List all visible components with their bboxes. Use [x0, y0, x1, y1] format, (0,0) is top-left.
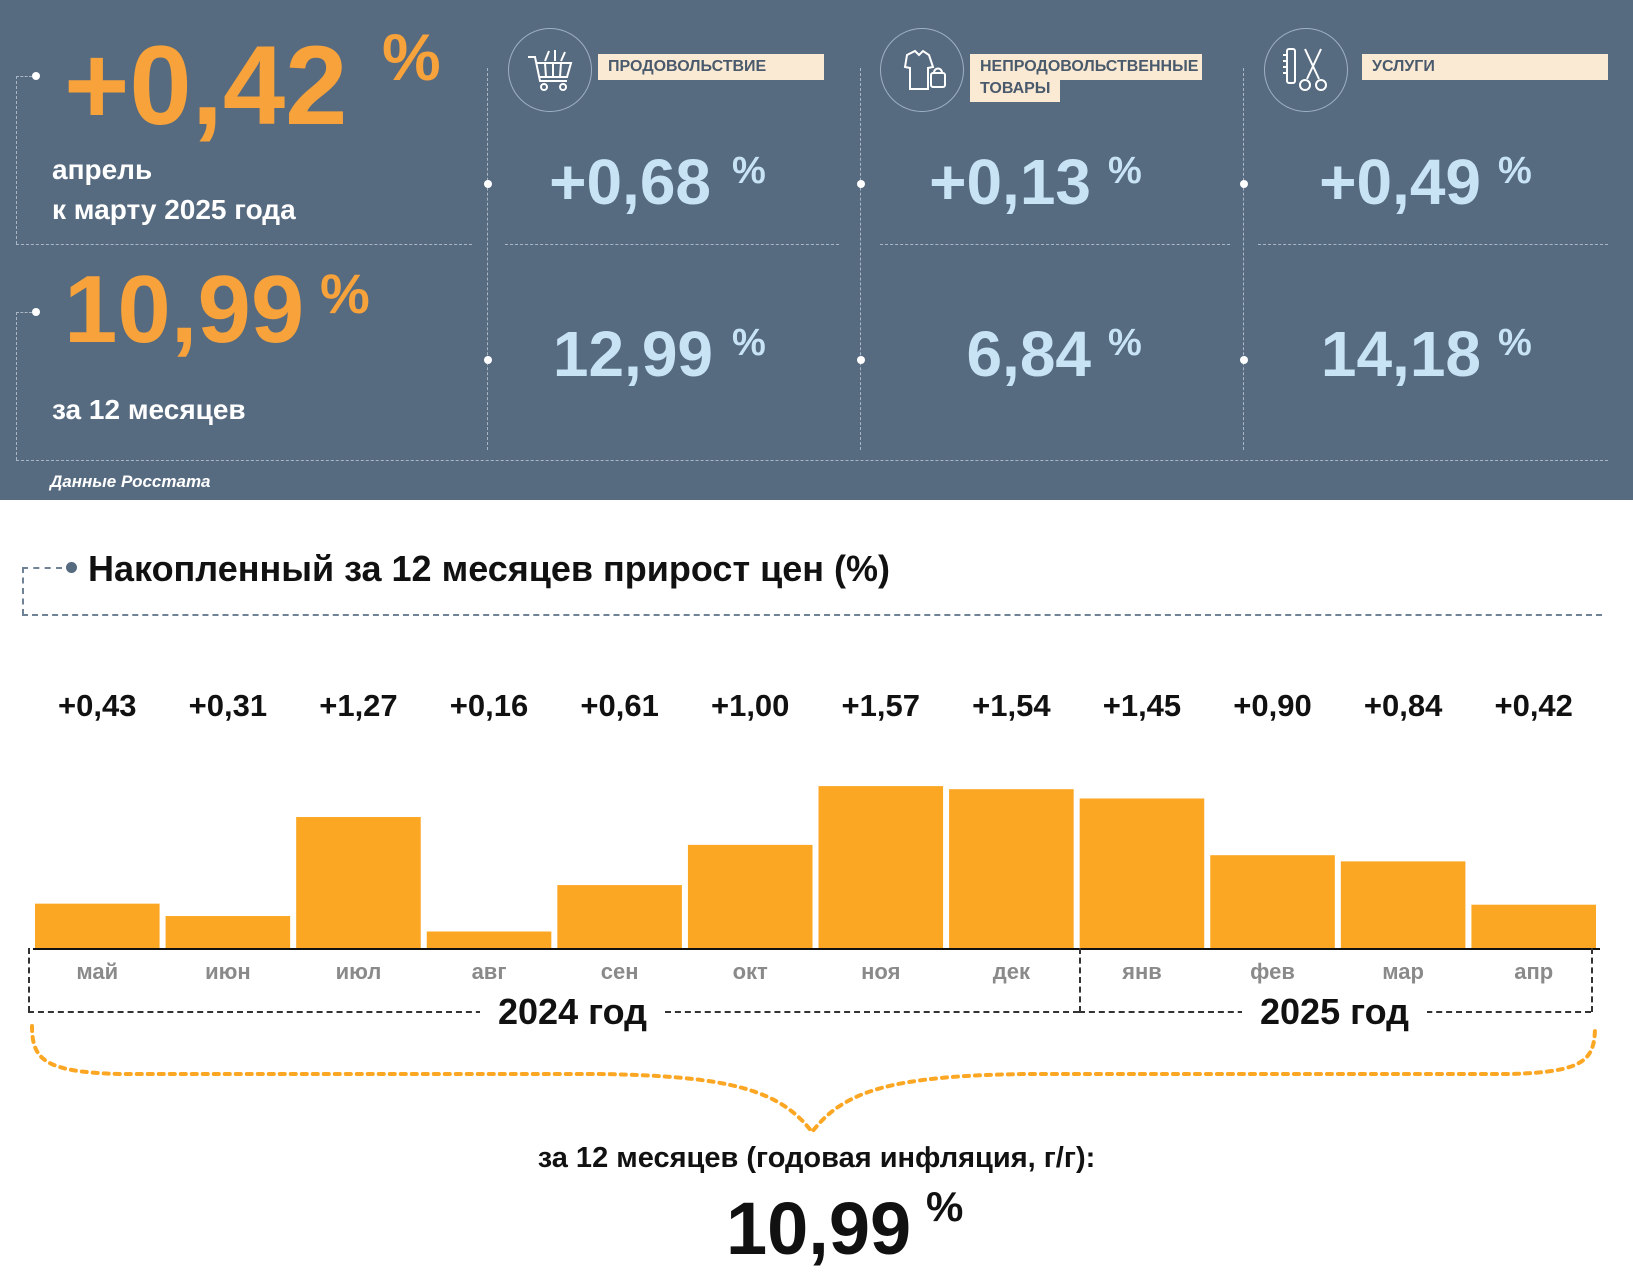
bracket-divider	[1079, 948, 1081, 1012]
headline-monthly-caption-line1: апрель	[52, 154, 153, 185]
divider	[880, 244, 1230, 245]
year-2025-label: 2025 год	[1242, 990, 1427, 1034]
divider	[16, 312, 17, 460]
divider	[505, 244, 839, 245]
food-monthly-value: +0,68	[549, 146, 711, 218]
clothing-bag-icon	[880, 28, 964, 112]
bar-value-label: +0,16	[449, 688, 529, 723]
bar-авг	[426, 931, 552, 948]
month-label: ноя	[861, 959, 901, 984]
year-2024-label: 2024 год	[480, 990, 665, 1034]
divider	[487, 68, 488, 450]
bracket-2025-right	[1591, 948, 1593, 1012]
bullet-dot	[66, 562, 77, 573]
shopping-cart-icon	[508, 28, 592, 112]
category-label-food: ПРОДОВОЛЬСТВИЕ	[598, 54, 824, 80]
headline-annual-pct: %	[320, 262, 370, 325]
divider	[16, 76, 17, 244]
month-label: сен	[600, 959, 639, 984]
bullet-dot	[32, 308, 40, 316]
category-label-services: УСЛУГИ	[1362, 54, 1608, 80]
month-label: май	[76, 959, 119, 984]
services-annual-pct: %	[1498, 322, 1532, 364]
bar-янв	[1079, 798, 1205, 948]
bar-value-label: +1,45	[1102, 688, 1182, 723]
month-label: янв	[1122, 959, 1162, 984]
bullet-dot	[484, 356, 492, 364]
nonfood-annual-pct: %	[1108, 322, 1142, 364]
nonfood-monthly-value: +0,13	[929, 146, 1091, 218]
category-label-nonfood-line2: ТОВАРЫ	[970, 76, 1061, 102]
divider	[16, 312, 32, 313]
bar-value-label: +1,57	[841, 688, 920, 723]
source-note: Данные Росстата	[50, 472, 211, 491]
bar-value-label: +0,43	[58, 688, 137, 723]
bar-value-label: +1,54	[972, 688, 1051, 723]
nonfood-annual-value: 6,84	[966, 318, 1091, 390]
bar-value-label: +0,42	[1494, 688, 1573, 723]
bar-дек	[949, 789, 1074, 948]
services-monthly-pct: %	[1498, 150, 1532, 192]
bar-апр	[1471, 904, 1596, 948]
bar-сен	[557, 885, 682, 948]
category-label-nonfood-line1: НЕПРОДОВОЛЬСТВЕННЫЕ	[970, 54, 1202, 80]
bar-value-label: +0,84	[1363, 688, 1443, 723]
annual-inflation-label: за 12 месяцев (годовая инфляция, г/г):	[537, 1142, 1096, 1174]
food-annual-pct: %	[732, 322, 766, 364]
month-label: июн	[205, 959, 251, 984]
bullet-dot	[484, 180, 492, 188]
bar-value-label: +0,90	[1233, 688, 1312, 723]
curly-brace	[30, 1024, 1597, 1136]
headline-monthly-pct: %	[382, 20, 441, 94]
bar-value-label: +0,61	[580, 688, 659, 723]
bar-value-label: +1,00	[710, 688, 790, 723]
month-label: апр	[1514, 959, 1554, 984]
divider	[1243, 68, 1244, 450]
month-label: мар	[1382, 959, 1424, 984]
nonfood-monthly-pct: %	[1108, 150, 1142, 192]
services-annual-value: 14,18	[1320, 318, 1481, 390]
bracket-2024-left	[28, 948, 30, 1012]
bullet-dot	[857, 180, 865, 188]
title-connector	[22, 567, 24, 615]
bullet-dot	[32, 72, 40, 80]
bar-фев	[1210, 855, 1335, 948]
bar-окт	[687, 844, 813, 948]
bar-chart	[33, 786, 1600, 950]
divider	[16, 76, 32, 77]
headline-monthly-value: +0,42	[64, 23, 348, 148]
month-label: окт	[732, 959, 768, 984]
title-underline	[22, 614, 1602, 616]
bar-value-label: +0,31	[188, 688, 268, 723]
summary-panel: +0,42 % апрель к марту 2025 года 10,99 %…	[0, 0, 1633, 500]
divider	[16, 460, 1608, 461]
bar-ноя	[818, 786, 944, 948]
month-label: авг	[471, 959, 507, 984]
divider	[16, 244, 472, 245]
chart-title: Накопленный за 12 месяцев прирост цен (%…	[88, 548, 890, 589]
headline-annual-caption: за 12 месяцев	[52, 394, 246, 425]
food-annual-value: 12,99	[552, 318, 713, 390]
bar-май	[35, 903, 160, 948]
bullet-dot	[1240, 180, 1248, 188]
title-connector	[22, 567, 62, 569]
annual-inflation-value: 10,99	[726, 1187, 912, 1270]
divider	[860, 68, 861, 450]
headline-monthly-caption-line2: к марту 2025 года	[52, 194, 296, 225]
divider	[1258, 244, 1608, 245]
annual-inflation-pct: %	[926, 1183, 964, 1230]
food-monthly-pct: %	[732, 150, 766, 192]
bar-июл	[296, 817, 421, 948]
bar-июн	[165, 916, 291, 948]
services-monthly-value: +0,49	[1319, 146, 1481, 218]
bullet-dot	[857, 356, 865, 364]
comb-scissors-icon	[1264, 28, 1348, 112]
bar-value-label: +1,27	[319, 688, 398, 723]
bar-мар	[1340, 861, 1466, 948]
headline-annual-value: 10,99	[64, 256, 305, 363]
month-label: июл	[335, 959, 382, 984]
month-label: фев	[1250, 959, 1295, 984]
month-label: дек	[992, 959, 1030, 984]
bullet-dot	[1240, 356, 1248, 364]
